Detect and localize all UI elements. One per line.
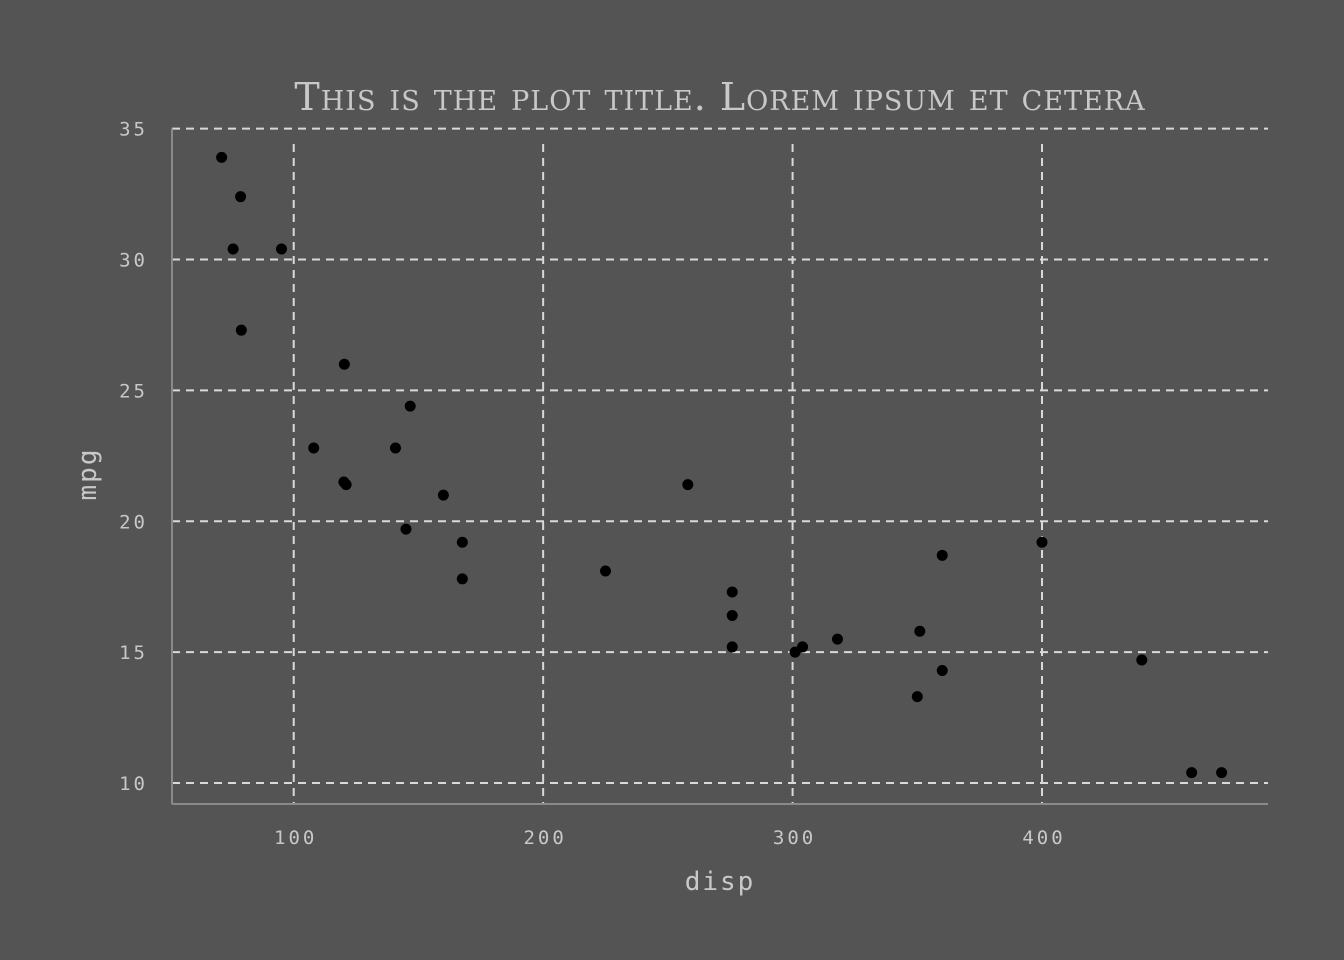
data-points [216,151,1228,779]
chart-title: This is the plot title. Lorem ipsum et c… [294,75,1145,119]
tick-labels: 10 15 20 25 30 35 100 200 300 400 [119,119,1065,849]
grid-lines [172,127,1268,804]
data-point [308,442,320,454]
y-tick-label: 25 [119,380,148,402]
y-axis-title: mpg [73,448,103,501]
data-point [1186,767,1198,779]
y-tick-label: 15 [119,642,148,664]
x-tick-label: 300 [773,827,816,849]
data-point [389,442,401,454]
data-point [831,633,843,645]
data-point [456,536,468,548]
data-point [1136,654,1148,666]
data-point [936,664,948,676]
data-point [911,691,923,703]
data-point [400,523,412,535]
data-point [1216,767,1228,779]
data-point [600,565,612,577]
data-point [276,243,288,255]
data-point [235,324,247,336]
data-point [456,573,468,585]
data-point [437,489,449,501]
data-point [235,191,247,203]
x-axis-title: disp [685,867,756,897]
data-point [726,586,738,598]
data-point [404,400,416,412]
data-point [216,151,228,163]
axes [171,128,1268,805]
y-tick-label: 30 [119,250,148,272]
data-point [936,549,948,561]
data-point [726,641,738,653]
data-point [338,358,350,370]
y-tick-label: 20 [119,511,148,533]
data-point [682,479,694,491]
data-point [227,243,239,255]
x-tick-label: 400 [1022,827,1065,849]
data-point [340,479,352,491]
x-tick-label: 200 [523,827,566,849]
data-point [726,610,738,622]
y-tick-label: 35 [119,119,148,141]
data-point [789,646,801,658]
data-point [914,625,926,637]
data-point [1036,536,1048,548]
y-tick-label: 10 [119,773,148,795]
x-tick-label: 100 [274,827,317,849]
